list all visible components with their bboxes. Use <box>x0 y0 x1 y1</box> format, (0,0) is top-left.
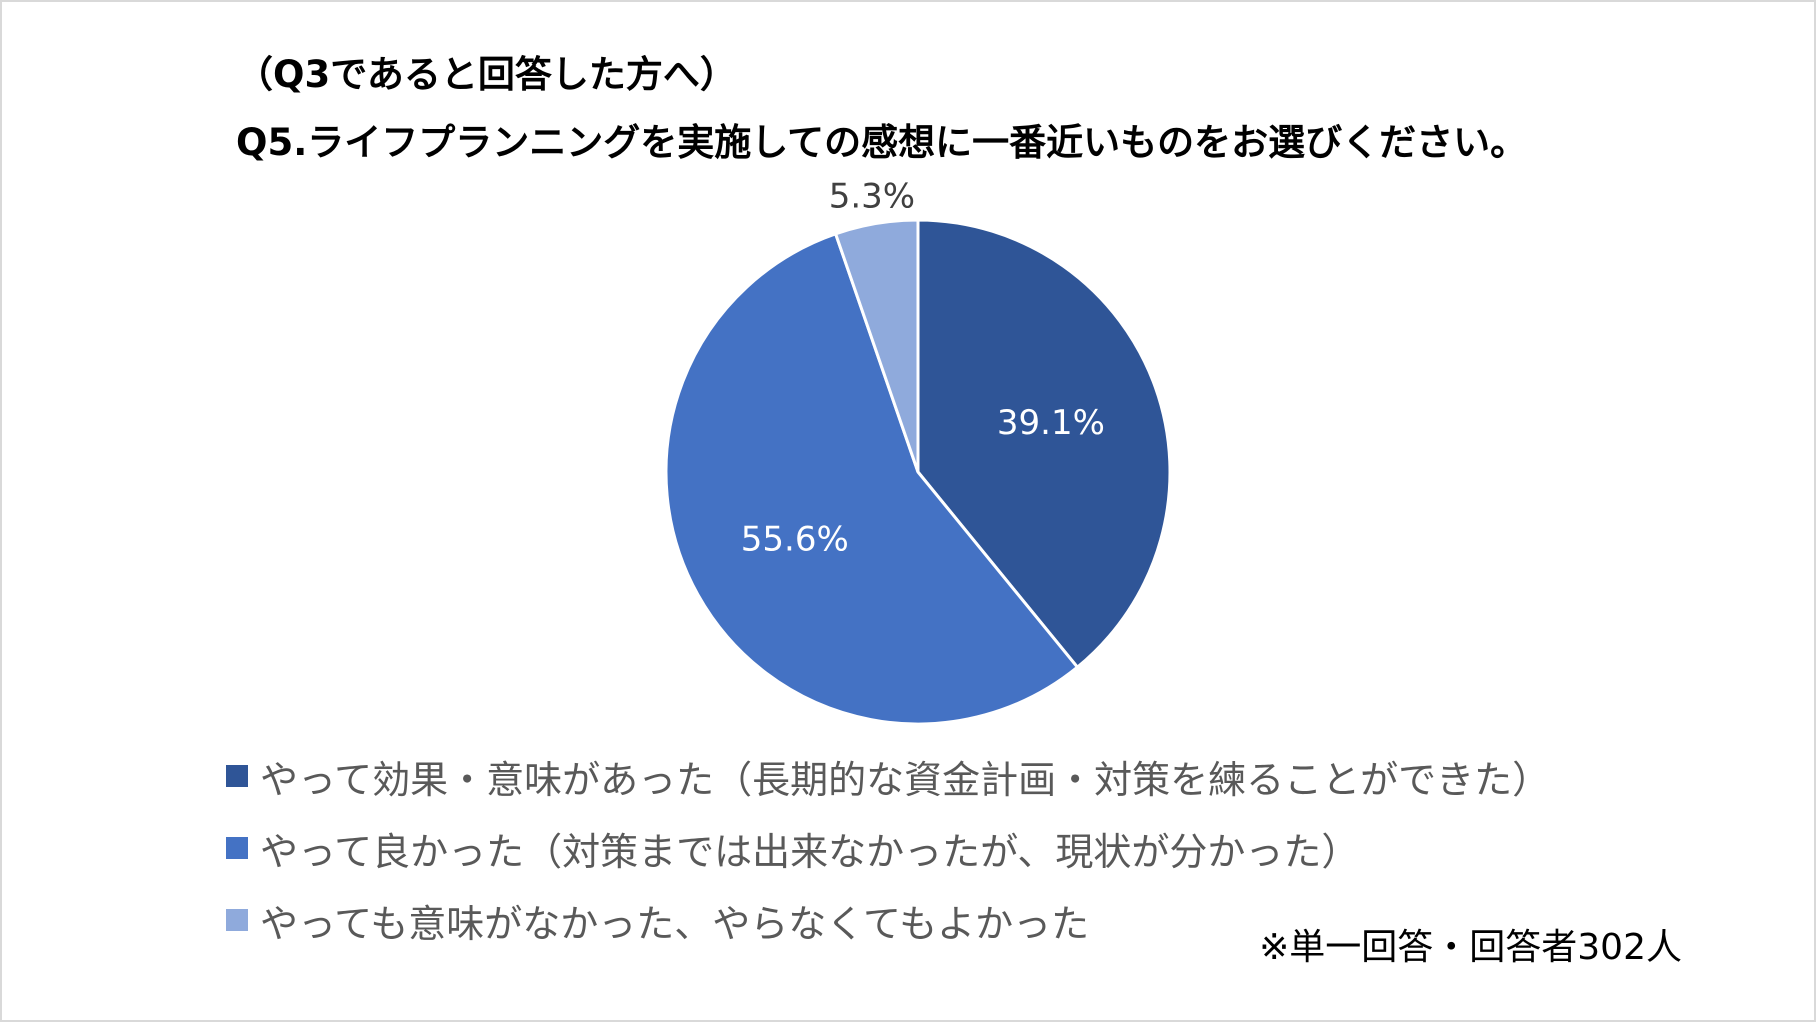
legend-label-effective: やって効果・意味があった（長期的な資金計画・対策を練ることができた） <box>260 757 1551 802</box>
legend-swatch-meaningless <box>226 909 248 931</box>
legend-item-effective: やって効果・意味があった（長期的な資金計画・対策を練ることができた） <box>226 740 1550 812</box>
pie-slice-effective <box>916 218 1172 670</box>
pie-slice-good <box>664 231 1080 726</box>
legend-label-meaningless: やっても意味がなかった、やらなくてもよかった <box>260 901 1090 946</box>
legend: やって効果・意味があった（長期的な資金計画・対策を練ることができた） やって良か… <box>226 740 1550 956</box>
legend-item-meaningless: やっても意味がなかった、やらなくてもよかった <box>226 884 1550 956</box>
chart-title: Q5.ライフプランニングを実施しての感想に一番近いものをお選びください。 <box>236 121 1528 164</box>
legend-item-good: やって良かった（対策までは出来なかったが、現状が分かった） <box>226 812 1550 884</box>
legend-label-good: やって良かった（対策までは出来なかったが、現状が分かった） <box>260 829 1360 874</box>
respondent-note: ※単一回答・回答者302人 <box>1259 927 1682 968</box>
legend-swatch-effective <box>226 765 248 787</box>
data-label-meaningless: 5.3% <box>829 176 915 216</box>
legend-swatch-good <box>226 837 248 859</box>
pie-slice-meaningless <box>833 218 920 473</box>
data-label-effective: 39.1% <box>997 403 1105 443</box>
chart-subtitle: （Q3であると回答した方へ） <box>236 53 737 96</box>
data-label-good: 55.6% <box>741 519 849 559</box>
